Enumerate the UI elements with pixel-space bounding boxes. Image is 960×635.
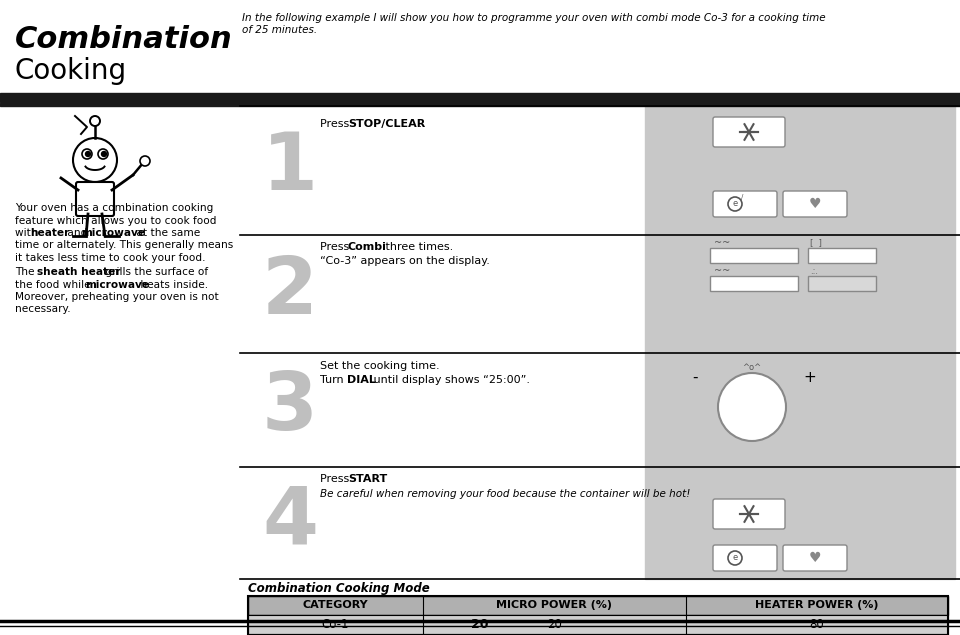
Text: In the following example I will show you how to programme your oven with combi m: In the following example I will show you…	[242, 13, 826, 34]
Text: MICRO POWER (%): MICRO POWER (%)	[496, 601, 612, 610]
Text: STOP/CLEAR: STOP/CLEAR	[348, 119, 425, 129]
Text: heats inside.: heats inside.	[137, 279, 208, 290]
Text: HEATER POWER (%): HEATER POWER (%)	[755, 601, 878, 610]
Circle shape	[728, 551, 742, 565]
Text: Turn: Turn	[320, 375, 348, 385]
Bar	[248, 634, 948, 635]
FancyBboxPatch shape	[76, 182, 114, 216]
Text: 3: 3	[262, 369, 318, 447]
Text: Press: Press	[320, 242, 352, 252]
Text: Be careful when removing your food because the container will be hot!: Be careful when removing your food becau…	[320, 489, 690, 499]
Bar	[710, 276, 798, 291]
Circle shape	[82, 149, 92, 159]
Text: three times.: three times.	[382, 242, 453, 252]
FancyBboxPatch shape	[783, 191, 847, 217]
Text: until display shows “25:00”.: until display shows “25:00”.	[370, 375, 530, 385]
Text: e: e	[732, 199, 737, 208]
Bar	[645, 106, 955, 235]
Circle shape	[718, 373, 786, 441]
FancyBboxPatch shape	[713, 191, 777, 217]
Circle shape	[728, 197, 742, 211]
Text: Combi: Combi	[348, 242, 387, 252]
Text: START: START	[348, 474, 387, 484]
Text: CATEGORY: CATEGORY	[302, 601, 369, 610]
Bar	[248, 615, 948, 634]
FancyBboxPatch shape	[783, 545, 847, 571]
Bar	[645, 353, 955, 467]
Bar	[808, 248, 876, 263]
Text: Cooking: Cooking	[15, 57, 127, 85]
Text: Combination: Combination	[15, 25, 232, 54]
Text: ~~: ~~	[714, 266, 733, 276]
Circle shape	[98, 149, 108, 159]
Text: Set the cooking time.: Set the cooking time.	[320, 361, 440, 371]
Circle shape	[90, 116, 100, 126]
Bar	[0, 93, 960, 102]
Text: Combination Cooking Mode: Combination Cooking Mode	[248, 582, 430, 595]
Bar	[0, 103, 960, 106]
FancyBboxPatch shape	[713, 117, 785, 147]
Text: Co-1: Co-1	[322, 618, 349, 631]
Bar	[645, 467, 955, 579]
Text: the food while: the food while	[15, 279, 94, 290]
Text: 20: 20	[471, 618, 489, 631]
Text: 4: 4	[262, 483, 318, 561]
Text: ^o^: ^o^	[742, 363, 761, 371]
Text: necessary.: necessary.	[15, 305, 71, 314]
Circle shape	[73, 138, 117, 182]
Text: with: with	[15, 228, 41, 238]
Text: microwave: microwave	[81, 228, 145, 238]
Text: .: .	[415, 119, 422, 129]
Bar	[248, 596, 948, 615]
Text: “Co-3” appears on the display.: “Co-3” appears on the display.	[320, 256, 490, 266]
Text: ♥: ♥	[808, 551, 821, 565]
Bar	[710, 248, 798, 263]
Text: sheath heater: sheath heater	[37, 267, 121, 277]
Text: heater: heater	[30, 228, 69, 238]
Text: time or alternately. This generally means: time or alternately. This generally mean…	[15, 241, 233, 250]
FancyBboxPatch shape	[713, 545, 777, 571]
Circle shape	[140, 156, 150, 166]
Text: The: The	[15, 267, 37, 277]
Circle shape	[102, 152, 107, 156]
FancyBboxPatch shape	[713, 499, 785, 529]
Text: feature which allows you to cook food: feature which allows you to cook food	[15, 215, 217, 225]
Text: -: -	[692, 370, 698, 385]
Bar	[645, 235, 955, 353]
Text: +: +	[804, 370, 816, 385]
Text: ♥: ♥	[808, 197, 821, 211]
Text: grills the surface of: grills the surface of	[102, 267, 208, 277]
Text: .: .	[382, 474, 386, 484]
Text: Moreover, preheating your oven is not: Moreover, preheating your oven is not	[15, 292, 219, 302]
Text: Your oven has a combination cooking: Your oven has a combination cooking	[15, 203, 213, 213]
Text: 20: 20	[547, 618, 562, 631]
Text: and: and	[64, 228, 91, 238]
Bar	[248, 596, 948, 635]
Text: it takes less time to cook your food.: it takes less time to cook your food.	[15, 253, 205, 263]
Text: at the same: at the same	[133, 228, 201, 238]
Text: /: /	[741, 194, 743, 200]
Circle shape	[85, 152, 90, 156]
Text: [  ]: [ ]	[810, 239, 822, 248]
Text: microwave: microwave	[85, 279, 149, 290]
Text: 2: 2	[262, 253, 318, 331]
Text: e: e	[732, 554, 737, 563]
Text: 80: 80	[809, 618, 824, 631]
Text: 1: 1	[262, 129, 318, 207]
Text: ~~: ~~	[714, 238, 733, 248]
Text: Press: Press	[320, 119, 352, 129]
Text: Press: Press	[320, 474, 352, 484]
Text: DIAL: DIAL	[347, 375, 376, 385]
Bar	[808, 276, 876, 291]
Text: .:.: .:.	[810, 267, 818, 276]
